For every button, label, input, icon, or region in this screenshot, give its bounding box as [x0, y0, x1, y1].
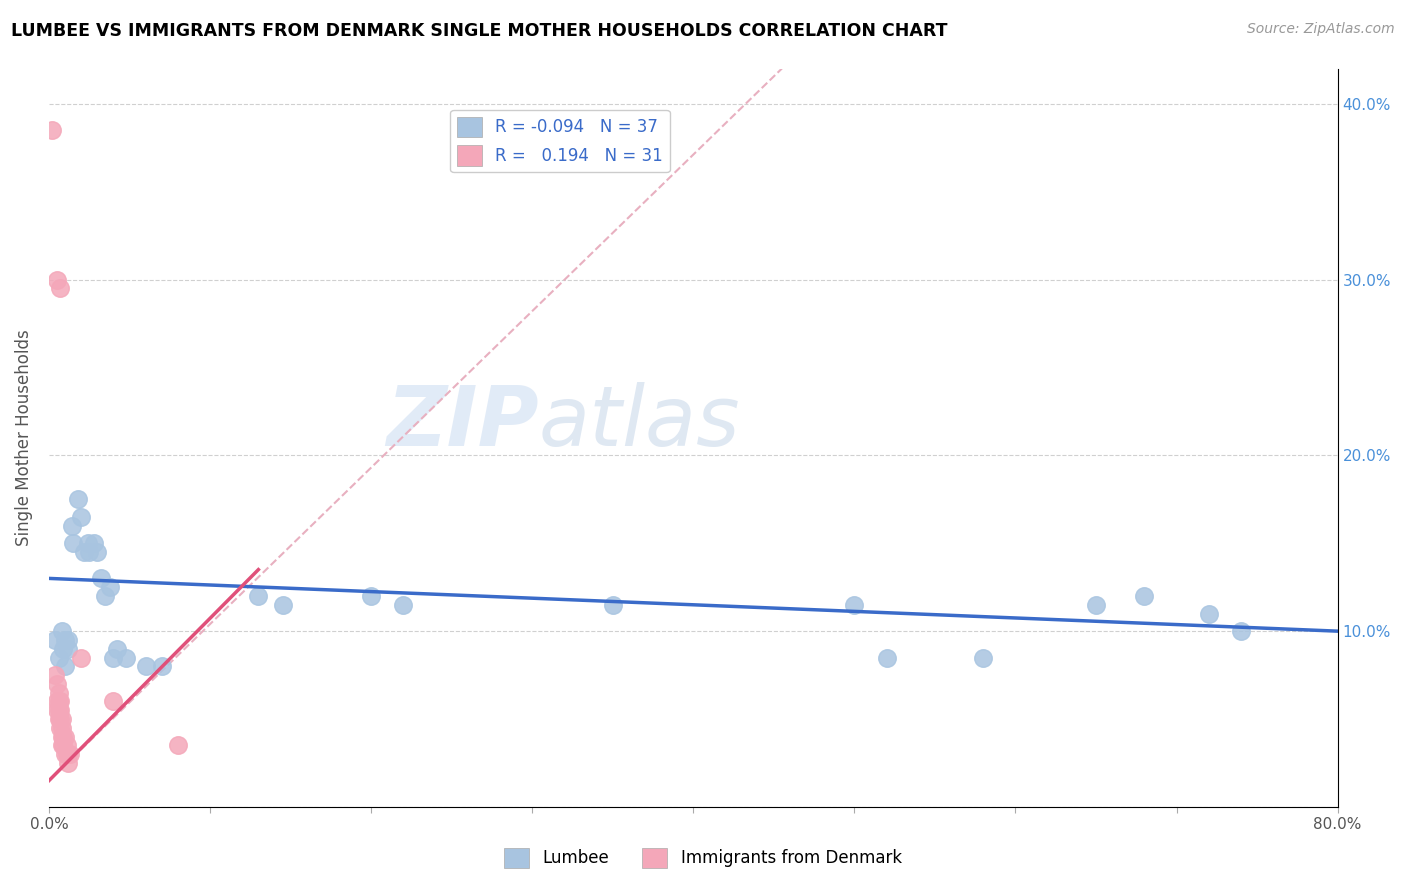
Point: [66, 492, 89, 507]
Point: [55, 739, 77, 753]
Y-axis label: Single Mother Households: Single Mother Households: [15, 329, 32, 546]
Point: [1085, 598, 1108, 612]
Text: atlas: atlas: [538, 383, 741, 464]
Point: [70, 509, 93, 524]
Point: [46, 694, 69, 708]
Point: [46, 677, 69, 691]
Point: [62, 536, 84, 550]
Point: [1133, 589, 1156, 603]
Point: [77, 545, 100, 559]
Point: [271, 598, 294, 612]
Point: [1230, 624, 1253, 639]
Point: [52, 730, 75, 744]
Point: [58, 641, 80, 656]
Point: [48, 686, 70, 700]
Point: [83, 536, 105, 550]
Point: [53, 632, 76, 647]
Point: [55, 747, 77, 762]
Point: [360, 589, 382, 603]
Point: [135, 659, 157, 673]
Point: [602, 598, 624, 612]
Legend: R = -0.094   N = 37, R =   0.194   N = 31: R = -0.094 N = 37, R = 0.194 N = 31: [450, 110, 669, 172]
Point: [98, 580, 121, 594]
Point: [166, 739, 188, 753]
Point: [1198, 607, 1220, 621]
Point: [48, 712, 70, 726]
Legend: Lumbee, Immigrants from Denmark: Lumbee, Immigrants from Denmark: [498, 841, 908, 875]
Point: [51, 730, 73, 744]
Point: [876, 650, 898, 665]
Point: [59, 747, 82, 762]
Point: [49, 703, 72, 717]
Point: [52, 641, 75, 656]
Point: [150, 659, 173, 673]
Point: [48, 650, 70, 665]
Text: LUMBEE VS IMMIGRANTS FROM DENMARK SINGLE MOTHER HOUSEHOLDS CORRELATION CHART: LUMBEE VS IMMIGRANTS FROM DENMARK SINGLE…: [11, 22, 948, 40]
Point: [105, 641, 128, 656]
Point: [46, 272, 69, 286]
Point: [51, 739, 73, 753]
Point: [70, 650, 93, 665]
Point: [103, 694, 125, 708]
Point: [76, 536, 98, 550]
Point: [60, 518, 83, 533]
Point: [49, 712, 72, 726]
Point: [46, 703, 69, 717]
Point: [94, 589, 117, 603]
Point: [58, 747, 80, 762]
Point: [53, 747, 76, 762]
Point: [103, 650, 125, 665]
Point: [49, 721, 72, 735]
Point: [89, 571, 111, 585]
Point: [53, 730, 76, 744]
Point: [53, 659, 76, 673]
Point: [48, 694, 70, 708]
Point: [115, 650, 138, 665]
Point: [51, 721, 73, 735]
Point: [49, 694, 72, 708]
Point: [52, 739, 75, 753]
Point: [972, 650, 994, 665]
Point: [51, 712, 73, 726]
Point: [86, 545, 108, 559]
Point: [844, 598, 866, 612]
Point: [73, 545, 96, 559]
Text: ZIP: ZIP: [387, 383, 538, 464]
Point: [247, 589, 270, 603]
Point: [392, 598, 415, 612]
Point: [51, 624, 73, 639]
Point: [41, 123, 63, 137]
Point: [58, 756, 80, 770]
Point: [44, 632, 66, 647]
Point: [58, 632, 80, 647]
Point: [49, 281, 72, 295]
Point: [44, 668, 66, 682]
Text: Source: ZipAtlas.com: Source: ZipAtlas.com: [1247, 22, 1395, 37]
Point: [48, 703, 70, 717]
